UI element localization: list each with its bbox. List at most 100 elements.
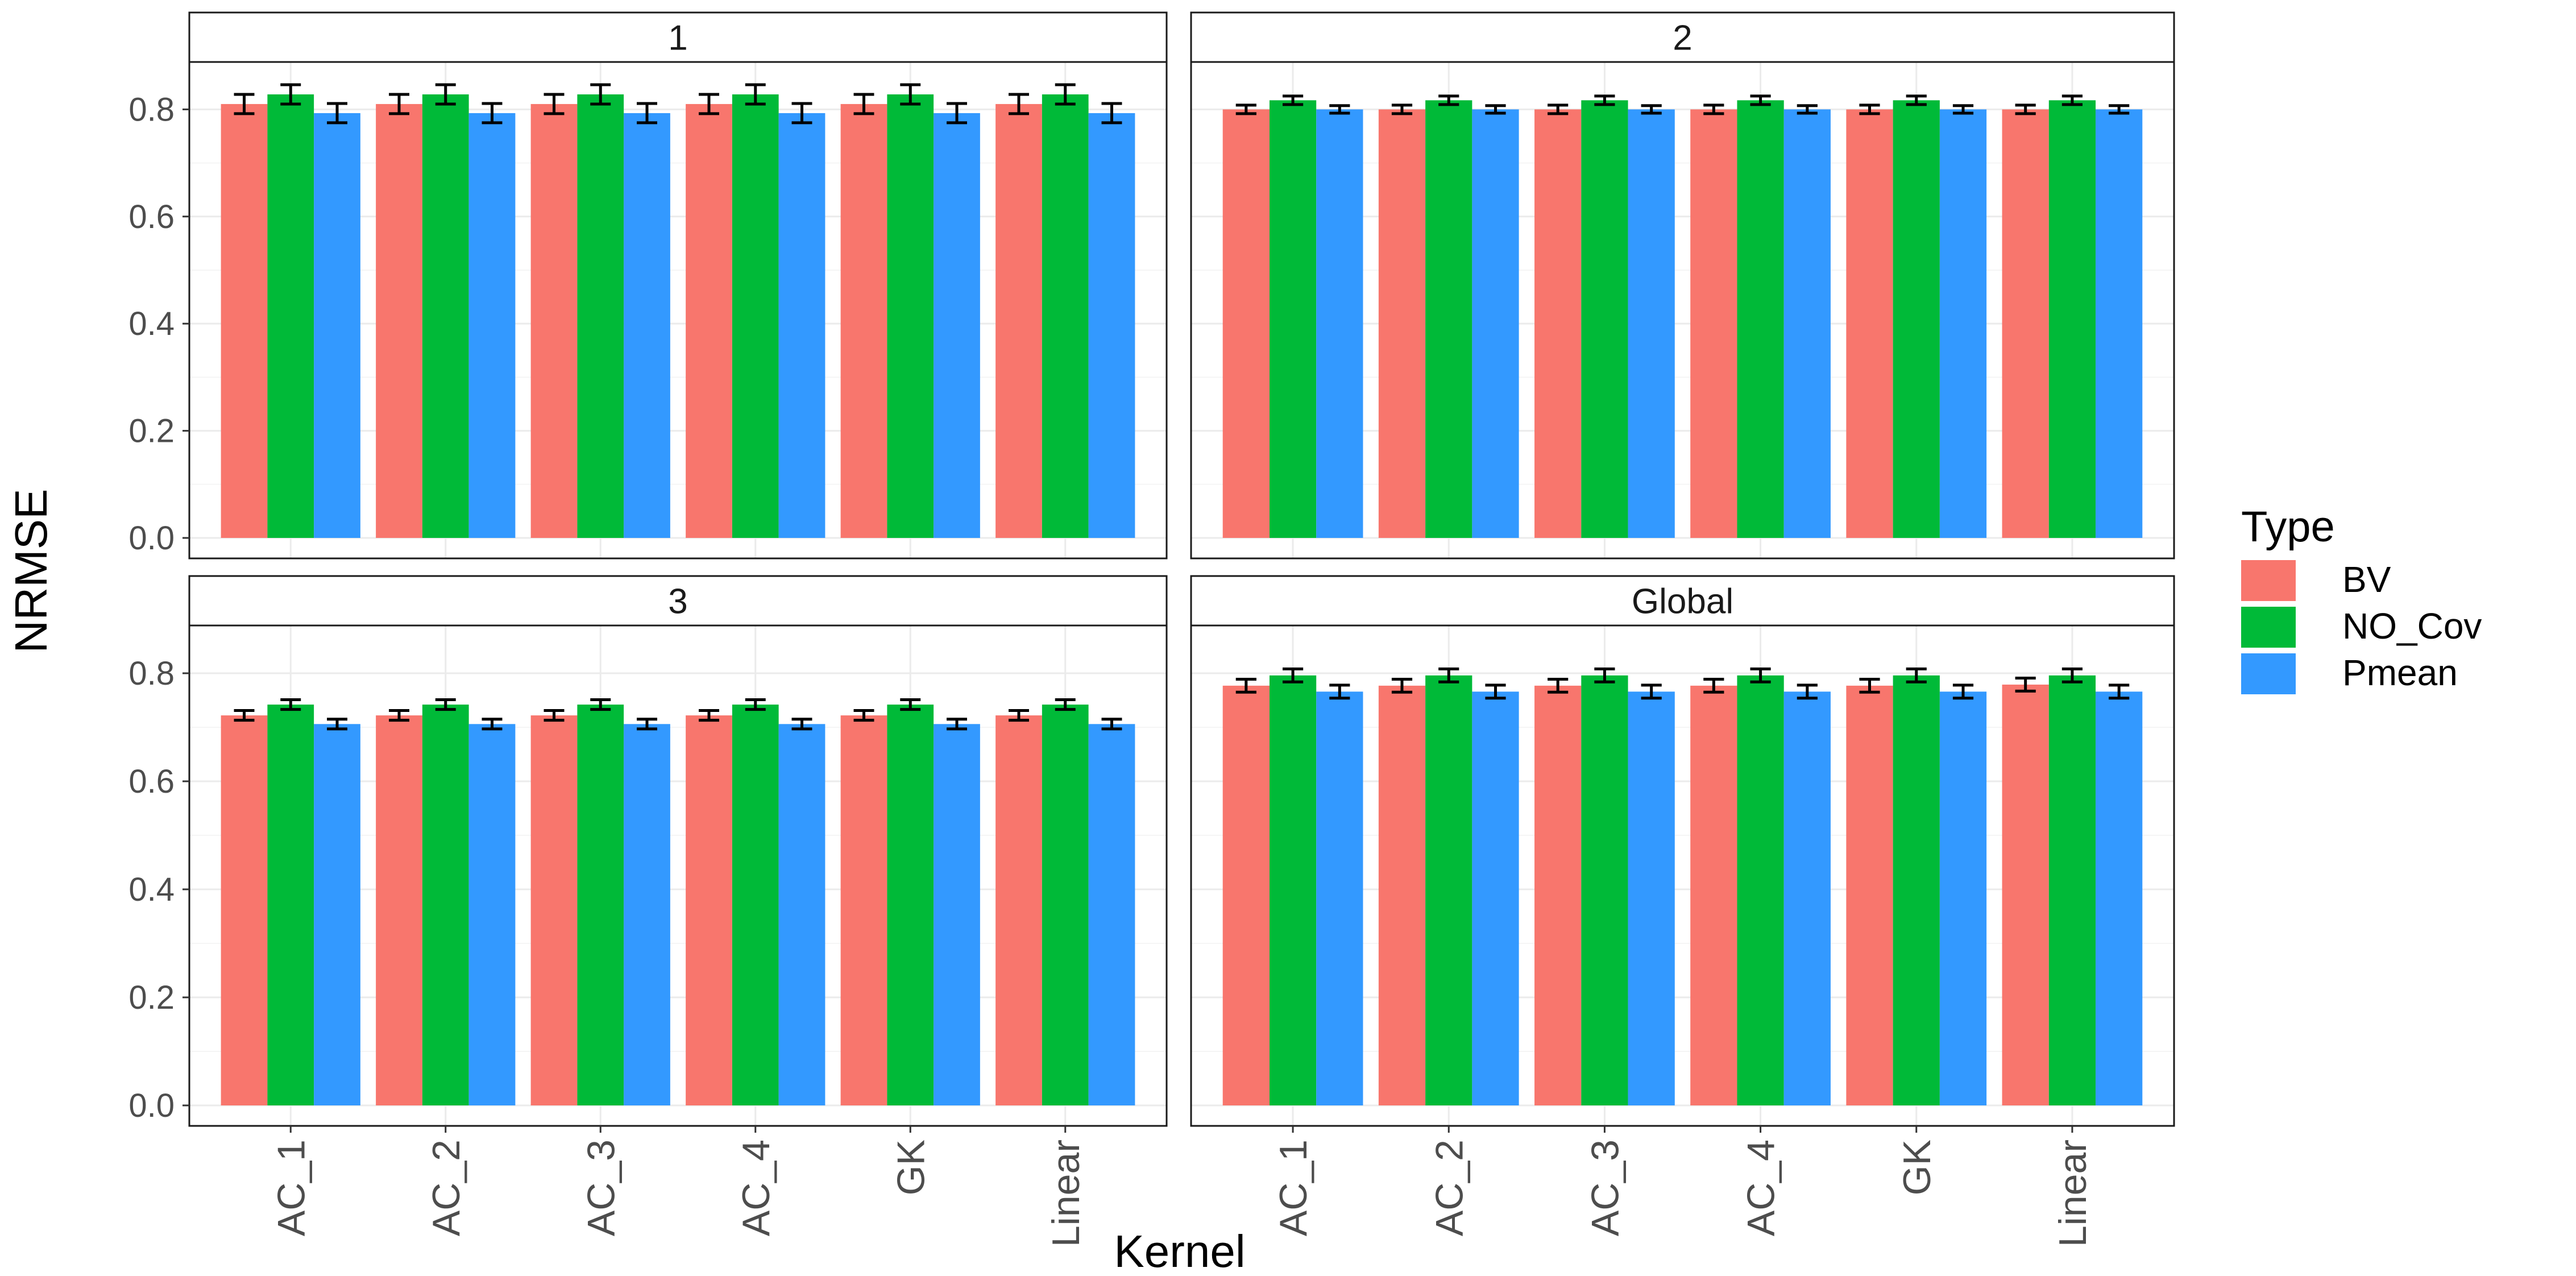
bar-pmean (1088, 113, 1135, 538)
error-bar (1391, 103, 1413, 115)
bar-bv (995, 103, 1042, 538)
error-bar (853, 93, 874, 115)
legend-label: BV (2342, 559, 2391, 600)
error-bar (699, 709, 719, 722)
bar-bv (1222, 685, 1270, 1105)
bar-no-cov (1042, 705, 1089, 1105)
bar-pmean (2096, 109, 2143, 538)
y-tick-label: 0.8 (128, 91, 175, 128)
bar-bv (2002, 109, 2049, 538)
x-tick-label: AC_2 (1428, 1140, 1471, 1236)
error-bar (900, 698, 921, 711)
bar-pmean (1783, 691, 1831, 1105)
error-bar (327, 718, 347, 731)
error-bar (1438, 667, 1459, 683)
bar-no-cov (1425, 675, 1472, 1105)
error-bar (1391, 677, 1413, 694)
error-bar (1797, 683, 1818, 700)
legend-key-no-cov (2241, 607, 2296, 648)
bar-pmean (468, 724, 516, 1105)
bar-no-cov (267, 94, 314, 538)
bar-no-cov (1893, 100, 1940, 538)
bar-no-cov (267, 705, 314, 1105)
error-bar (1952, 683, 1974, 700)
bar-bv (840, 103, 887, 538)
facet-strip (1190, 11, 2175, 63)
error-bar (590, 698, 611, 711)
error-bar (1329, 104, 1350, 115)
panel-1: 1 0.0 0.2 0.4 0.6 0.8 (128, 11, 1168, 560)
bar-bv (686, 103, 732, 538)
error-bar (745, 698, 766, 711)
panel-border (1190, 61, 2175, 560)
bar-no-cov (1893, 675, 1940, 1105)
y-axis-title: NRMSE (6, 489, 56, 653)
bar-bv (376, 715, 422, 1105)
error-bar (1641, 104, 1662, 115)
bar-pmean (1316, 109, 1363, 538)
error-bar (947, 718, 967, 731)
x-tick-label: GK (1895, 1140, 1939, 1195)
x-tick-label: Linear (1044, 1140, 1088, 1247)
error-bar (1594, 94, 1615, 106)
error-bar (1485, 683, 1506, 700)
panel-2: 2 (1190, 11, 2175, 560)
bar-bv (221, 103, 268, 538)
legend-key-bv (2241, 560, 2296, 601)
y-tick-label: 0.8 (128, 655, 175, 692)
y-tick-label: 0.6 (128, 763, 175, 800)
bar-no-cov (422, 94, 469, 538)
error-bar (1641, 683, 1662, 700)
bar-bv (530, 715, 578, 1105)
error-bar (1594, 667, 1615, 683)
error-bar (2061, 667, 2083, 683)
bar-bv (1378, 685, 1426, 1105)
error-bar (853, 709, 874, 722)
y-tick-label: 0.6 (128, 198, 175, 235)
error-bar (2015, 103, 2036, 115)
bar-bv (1534, 109, 1582, 538)
error-bar (900, 83, 921, 106)
bar-bv (1846, 109, 1893, 538)
error-bar (234, 93, 255, 115)
error-bar (637, 718, 657, 731)
error-bar (1906, 667, 1927, 683)
error-bar (791, 102, 812, 125)
error-bar (1797, 104, 1818, 115)
facet-strip-label: Global (1632, 582, 1733, 622)
facet-strip-label: 3 (668, 582, 687, 622)
x-tick-label: AC_3 (579, 1140, 623, 1236)
x-tick-label: AC_1 (269, 1140, 313, 1236)
bar-bv (221, 715, 268, 1105)
bar-pmean (1088, 724, 1135, 1105)
legend-title: Type (2241, 503, 2335, 551)
bar-no-cov (1737, 100, 1784, 538)
facet-strip-label: 1 (668, 19, 687, 58)
error-bar (1055, 698, 1076, 711)
error-bar (1009, 93, 1029, 115)
facet-strip-label: 2 (1673, 19, 1692, 58)
bar-pmean (1628, 691, 1675, 1105)
error-bar (745, 83, 766, 106)
error-bar (1282, 94, 1304, 106)
bar-no-cov (1269, 100, 1317, 538)
bar-no-cov (2048, 100, 2096, 538)
panels-layer: 1 0.0 0.2 0.4 0.6 0.8 2 3 0.0 0.2 0.4 0.6 0.8 AC_1 AC_… (128, 11, 2175, 1247)
error-bar (1009, 709, 1029, 722)
bar-bv (376, 103, 422, 538)
error-bar (544, 709, 565, 722)
legend-label: NO_Cov (2342, 606, 2482, 647)
x-tick-label: AC_4 (735, 1140, 778, 1236)
legend-key-pmean (2241, 653, 2296, 694)
legend-label: Pmean (2342, 652, 2458, 693)
error-bar (1548, 103, 1569, 115)
error-bar (2109, 104, 2130, 115)
error-bar (280, 83, 301, 106)
error-bar (1282, 667, 1304, 683)
error-bar (1101, 102, 1122, 125)
error-bar (1235, 103, 1256, 115)
error-bar (2015, 677, 2036, 693)
bar-no-cov (577, 94, 624, 538)
error-bar (389, 709, 409, 722)
bar-pmean (934, 724, 980, 1105)
